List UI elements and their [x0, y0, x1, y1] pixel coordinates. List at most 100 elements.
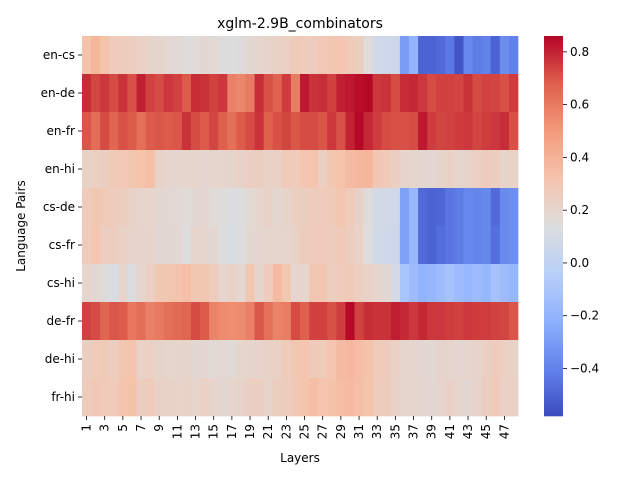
colorbar-segment: [544, 344, 563, 347]
heatmap-cell-cs-de-layer-12: [181, 188, 192, 227]
heatmap-cell-cs-fr-layer-19: [245, 226, 255, 265]
heatmap-cell-cs-fr-layer-26: [309, 226, 319, 265]
heatmap-cell-cs-fr-layer-16: [218, 226, 228, 265]
heatmap-cell-cs-fr-layer-39: [427, 226, 437, 265]
heatmap-cell-en-de-layer-42: [454, 74, 464, 113]
heatmap-cell-cs-hi-layer-37: [409, 264, 419, 303]
heatmap-cell-fr-hi-layer-37: [409, 378, 419, 417]
colorbar-segment: [544, 328, 563, 331]
colorbar-segment: [544, 374, 563, 377]
heatmap-cell-en-cs-layer-5: [118, 36, 128, 75]
colorbar-segment: [544, 40, 563, 43]
colorbar-segment: [544, 118, 563, 121]
heatmap-cell-en-hi-layer-44: [472, 150, 483, 189]
heatmap-cell-cs-de-layer-18: [236, 188, 246, 227]
heatmap-cell-en-fr-layer-10: [163, 112, 174, 151]
heatmap-cell-de-hi-layer-10: [163, 340, 174, 379]
heatmap-cell-en-hi-layer-1: [82, 150, 92, 189]
heatmap-cell-en-fr-layer-3: [100, 112, 110, 151]
heatmap-cell-cs-hi-layer-46: [490, 264, 501, 303]
x-tick-label: 3: [98, 424, 112, 432]
colorbar-segment: [544, 82, 563, 85]
heatmap-cell-en-fr-layer-2: [91, 112, 101, 151]
colorbar-segment: [544, 402, 563, 405]
heatmap-cell-en-hi-layer-17: [227, 150, 237, 189]
heatmap-cell-cs-de-layer-39: [427, 188, 437, 227]
heatmap-cell-cs-fr-layer-11: [172, 226, 183, 265]
heatmap-cell-fr-hi-layer-5: [118, 378, 128, 417]
heatmap-cell-cs-hi-layer-42: [454, 264, 464, 303]
heatmap-cell-cs-de-layer-26: [309, 188, 319, 227]
heatmap-cell-en-de-layer-9: [154, 74, 165, 113]
x-tick-label: 39: [425, 424, 439, 439]
heatmap-cell-de-fr-layer-16: [218, 302, 228, 341]
y-tick-label: cs-de: [43, 200, 75, 214]
colorbar-segment: [544, 298, 563, 301]
heatmap-cell-de-fr-layer-46: [490, 302, 501, 341]
colorbar-segment: [544, 104, 563, 107]
heatmap-cell-fr-hi-layer-42: [454, 378, 464, 417]
colorbar-segment: [544, 134, 563, 137]
x-tick-label: 21: [261, 424, 275, 439]
heatmap-cell-en-de-layer-17: [227, 74, 237, 113]
heatmap-cell-en-de-layer-39: [427, 74, 437, 113]
colorbar-tick-label: 0.0: [570, 256, 589, 270]
heatmap-cell-en-de-layer-14: [200, 74, 210, 113]
heatmap-cell-en-cs-layer-1: [82, 36, 92, 75]
heatmap-cell-fr-hi-layer-17: [227, 378, 237, 417]
heatmap-cell-cs-de-layer-7: [136, 188, 146, 227]
colorbar-tick-label: 0.2: [570, 203, 589, 217]
heatmap-cell-cs-de-layer-28: [327, 188, 337, 227]
colorbar-segment: [544, 302, 563, 305]
heatmap-cell-cs-de-layer-5: [118, 188, 128, 227]
x-tick-label: 35: [388, 424, 402, 439]
colorbar: −0.4 −0.2 0.0 0.2 0.4 0.6 0.8: [544, 36, 599, 417]
heatmap-cell-en-hi-layer-34: [381, 150, 392, 189]
colorbar-segment: [544, 170, 563, 173]
x-tick-label: 15: [207, 424, 221, 439]
colorbar-segment: [544, 190, 563, 193]
heatmap-cell-en-de-layer-36: [399, 74, 410, 113]
heatmap-cell-en-cs-layer-35: [390, 36, 401, 75]
heatmap-cell-en-hi-layer-10: [163, 150, 174, 189]
heatmap-cell-en-fr-layer-15: [209, 112, 219, 151]
heatmap-cell-cs-de-layer-4: [109, 188, 119, 227]
colorbar-segment: [544, 150, 563, 153]
heatmap-cell-cs-de-layer-23: [281, 188, 292, 227]
colorbar-segment: [544, 220, 563, 223]
heatmap-cell-cs-fr-layer-7: [136, 226, 146, 265]
heatmap-cell-en-hi-layer-37: [409, 150, 419, 189]
heatmap-cell-en-fr-layer-22: [272, 112, 283, 151]
heatmap-cell-en-de-layer-12: [181, 74, 192, 113]
heatmap-cell-de-hi-layer-4: [109, 340, 119, 379]
heatmap-cell-fr-hi-layer-26: [309, 378, 319, 417]
colorbar-segment: [544, 390, 563, 393]
heatmap-cell-en-cs-layer-4: [109, 36, 119, 75]
heatmap-cell-cs-hi-layer-27: [318, 264, 328, 303]
colorbar-segment: [544, 308, 563, 311]
x-tick-label: 31: [352, 424, 366, 439]
colorbar-segment: [544, 356, 563, 359]
heatmap-cell-cs-de-layer-42: [454, 188, 464, 227]
colorbar-segment: [544, 158, 563, 161]
heatmap-cell-cs-de-layer-43: [463, 188, 473, 227]
colorbar-segment: [544, 320, 563, 323]
heatmap-cell-de-hi-layer-39: [427, 340, 437, 379]
heatmap-cell-cs-fr-layer-32: [363, 226, 374, 265]
colorbar-segment: [544, 288, 563, 291]
heatmap-cell-fr-hi-layer-32: [363, 378, 374, 417]
heatmap-cell-en-cs-layer-44: [472, 36, 483, 75]
heatmap-cell-en-de-layer-26: [309, 74, 319, 113]
heatmap-cell-fr-hi-layer-28: [327, 378, 337, 417]
heatmap-cell-en-cs-layer-7: [136, 36, 146, 75]
heatmap-cell-de-hi-layer-47: [499, 340, 510, 379]
colorbar-segment: [544, 280, 563, 283]
x-tick-label: 29: [334, 424, 348, 439]
heatmap-cell-cs-fr-layer-41: [445, 226, 455, 265]
colorbar-segment: [544, 70, 563, 73]
colorbar-segment: [544, 292, 563, 295]
heatmap-cell-cs-de-layer-25: [300, 188, 310, 227]
colorbar-segment: [544, 252, 563, 255]
heatmap-cell-cs-fr-layer-13: [191, 226, 201, 265]
